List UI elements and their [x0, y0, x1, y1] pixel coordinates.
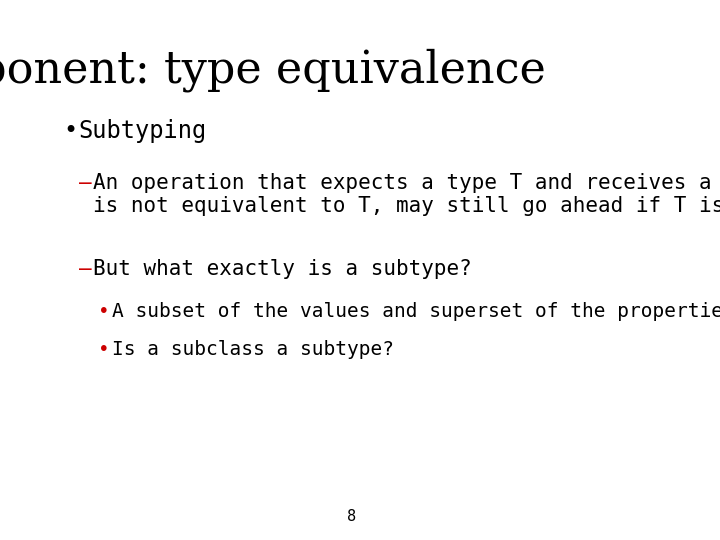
Text: Component: type equivalence: Component: type equivalence [0, 49, 546, 92]
Text: –: – [79, 173, 92, 193]
Text: A subset of the values and superset of the properties?: A subset of the values and superset of t… [112, 302, 720, 321]
Text: •: • [63, 119, 78, 143]
Text: An operation that expects a type T and receives a type T' which
is not equivalen: An operation that expects a type T and r… [94, 173, 720, 216]
Text: •: • [99, 340, 110, 359]
Text: 8: 8 [347, 509, 356, 524]
Text: Is a subclass a subtype?: Is a subclass a subtype? [112, 340, 394, 359]
Text: –: – [79, 259, 92, 279]
Text: •: • [99, 302, 110, 321]
Text: Subtyping: Subtyping [78, 119, 207, 143]
Text: But what exactly is a subtype?: But what exactly is a subtype? [94, 259, 472, 279]
